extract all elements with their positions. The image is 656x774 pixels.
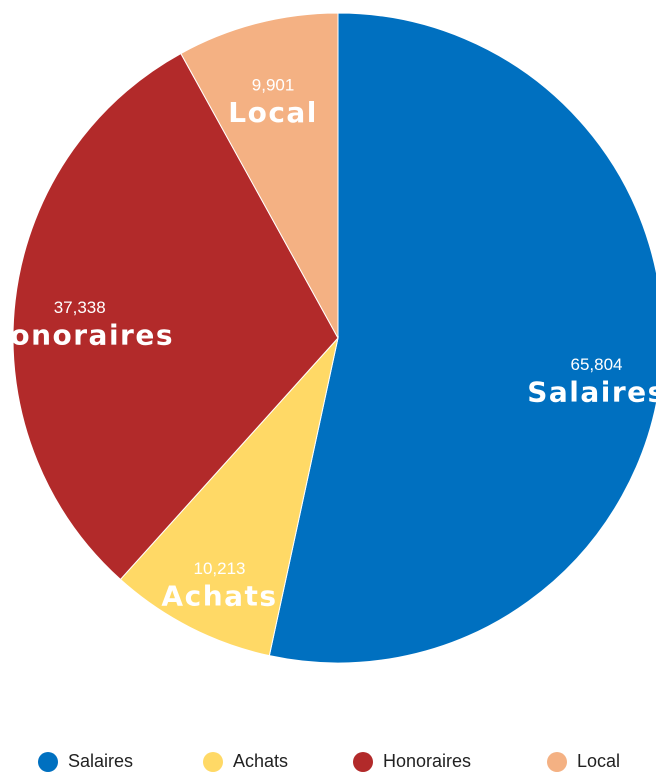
- pie-slice: [119, 336, 339, 657]
- value-label: 37,338: [54, 298, 106, 317]
- value-label: 65,804: [571, 355, 623, 374]
- value-label: 10,213: [194, 559, 246, 578]
- legend-marker: [547, 752, 567, 772]
- slice-label: Salaires: [527, 376, 656, 409]
- slice-label: Honoraires: [0, 318, 174, 351]
- pie-slice: [268, 12, 656, 664]
- slice-label: Achats: [161, 579, 277, 612]
- legend-label: Local: [577, 751, 620, 771]
- pie-slice: [180, 12, 339, 339]
- value-label: 9,901: [252, 76, 295, 95]
- legend-marker: [353, 752, 373, 772]
- legend-label: Salaires: [68, 751, 133, 771]
- pie-slice: [12, 52, 339, 581]
- legend-marker: [203, 752, 223, 772]
- legend-label: Achats: [233, 751, 288, 771]
- slice-label: Local: [228, 96, 318, 129]
- legend-label: Honoraires: [383, 751, 471, 771]
- legend-marker: [38, 752, 58, 772]
